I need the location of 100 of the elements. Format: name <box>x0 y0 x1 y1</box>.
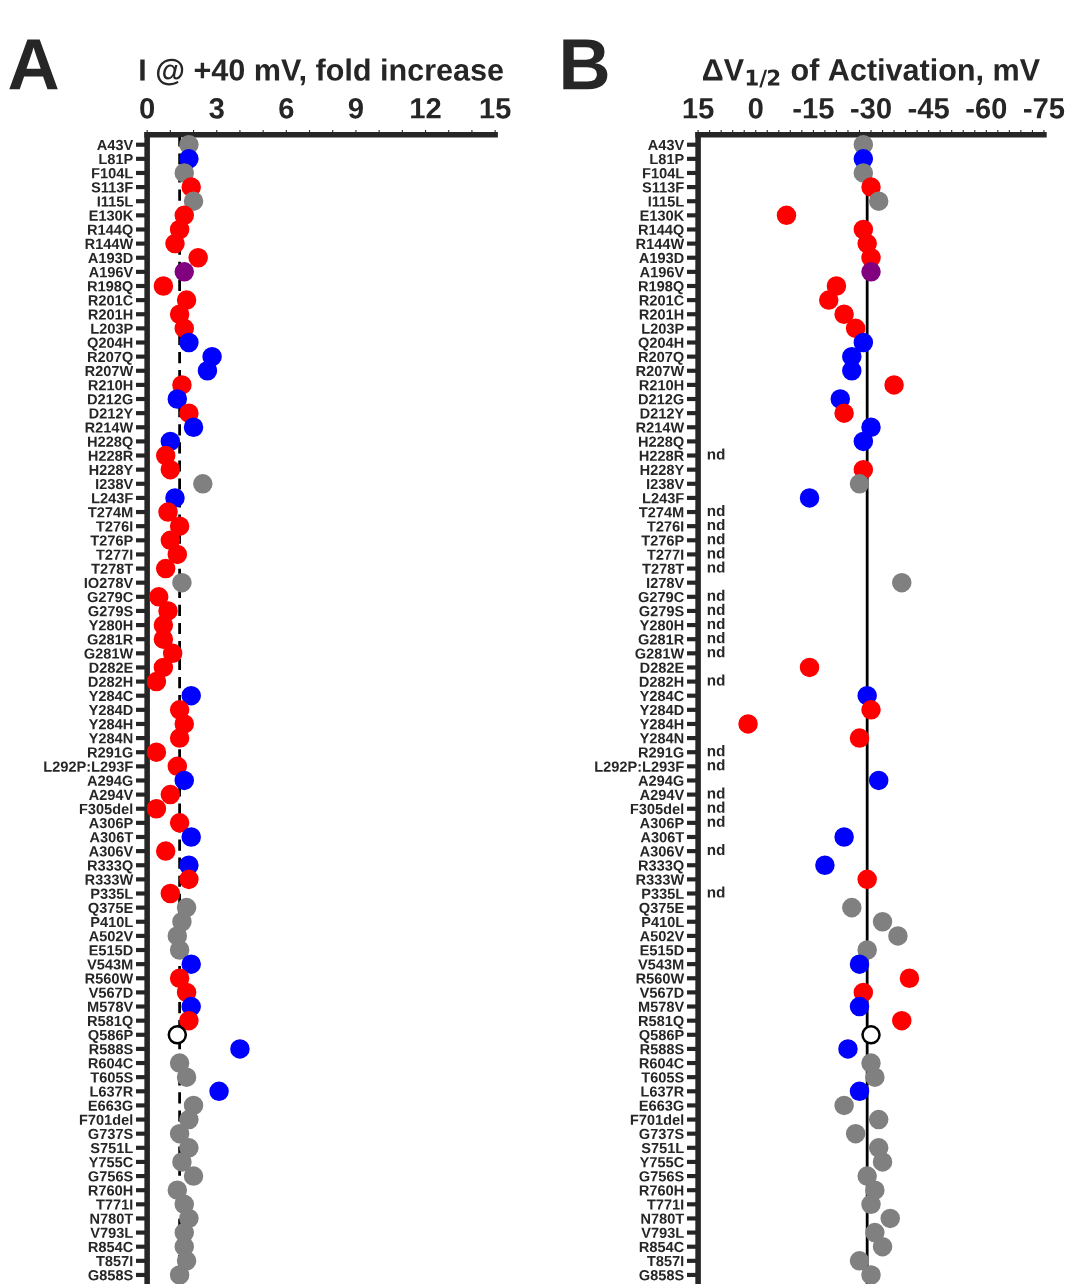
text: nd <box>707 533 725 545</box>
y-tick-label: G279S <box>639 606 684 617</box>
y-tick-label: V793L <box>90 1227 133 1239</box>
y-tick-label: Y284D <box>639 704 684 716</box>
y-tick-label: L292P:L293F <box>595 761 684 772</box>
x-tick-label: -15 <box>793 98 834 119</box>
y-tick-label: A193D <box>88 252 133 264</box>
x-tick-label: 15 <box>683 98 714 119</box>
y-tick-label: R854C <box>88 1241 133 1253</box>
y-tick-label: G281R <box>638 634 684 645</box>
y-tick-label: G281R <box>87 634 133 645</box>
y-tick-label: L81P <box>650 153 684 165</box>
y-tick-label: D282E <box>640 662 684 673</box>
y-tick-label: H228Y <box>89 464 134 476</box>
y-tick-label: T274M <box>88 507 133 518</box>
y-tick-label: R144W <box>85 238 134 249</box>
y-tick-label: A306V <box>89 846 134 857</box>
y-tick-label: R588S <box>640 1044 684 1055</box>
x-tick-label: 12 <box>411 97 441 119</box>
y-tick-label: E130K <box>89 210 134 221</box>
y-tick-label: V543M <box>638 959 684 970</box>
y-tick-label: A294G <box>87 775 133 786</box>
y-tick-label: A43V <box>648 139 685 151</box>
y-tick-label: G737S <box>639 1128 684 1140</box>
y-tick-label: E515D <box>640 945 684 956</box>
y-tick-label: R760H <box>88 1185 133 1196</box>
x-tick-label: -75 <box>1023 98 1065 119</box>
y-tick-label: T605S <box>641 1072 684 1083</box>
y-tick-label: G737S <box>88 1128 133 1140</box>
y-tick-label: D212Y <box>640 408 684 419</box>
y-tick-label: R333W <box>636 874 685 885</box>
y-tick-label: N780T <box>641 1213 685 1224</box>
y-tick-label: R207Q <box>88 351 133 365</box>
y-tick-label: H228Y <box>640 464 684 476</box>
y-tick-label: Q586P <box>88 1029 133 1043</box>
y-tick-label: A502V <box>89 930 134 942</box>
x-tick-label: -45 <box>908 98 949 119</box>
y-tick-label: T771I <box>647 1199 684 1210</box>
y-tick-label: T857I <box>96 1255 133 1267</box>
y-tick-label: H228Q <box>88 436 133 450</box>
y-tick-label: R291G <box>88 747 133 758</box>
text: nd <box>707 787 725 799</box>
y-tick-label: T276I <box>96 521 133 532</box>
y-tick-label: P410L <box>91 916 133 928</box>
y-tick-label: G281W <box>84 648 134 659</box>
y-tick-label: R201C <box>88 295 133 306</box>
x-tick-label: 9 <box>348 97 363 119</box>
y-tick-label: Q375E <box>639 902 684 916</box>
y-tick-label: S113F <box>642 182 684 193</box>
y-tick-label: R144Q <box>638 224 684 238</box>
y-tick-label: G858S <box>639 1270 684 1281</box>
y-tick-label: Y284N <box>639 733 684 744</box>
y-tick-label: L203P <box>642 323 684 334</box>
text: nd <box>707 504 725 517</box>
y-tick-label: P335L <box>642 888 684 899</box>
y-tick-label: Q586P <box>639 1029 684 1043</box>
y-tick-label: F104L <box>643 168 684 179</box>
y-tick-label: A43V <box>97 139 134 151</box>
y-tick-label: R210H <box>639 379 684 391</box>
y-tick-label: M578V <box>638 1001 685 1012</box>
text: nd <box>707 886 725 898</box>
text: nd <box>707 646 725 658</box>
text: nd <box>707 801 725 813</box>
y-tick-label: Q204H <box>638 337 684 351</box>
y-tick-label: L203P <box>91 323 133 334</box>
x-tick-label: 3 <box>209 97 224 119</box>
y-tick-label: R604C <box>639 1058 684 1069</box>
text: A <box>9 39 58 90</box>
text: nd <box>707 448 725 460</box>
y-tick-label: G279C <box>638 591 684 603</box>
y-tick-label: T278T <box>91 563 134 574</box>
y-tick-label: D282H <box>639 676 684 688</box>
y-tick-label: S751L <box>641 1142 684 1154</box>
y-tick-label: S113F <box>91 182 133 193</box>
text: B <box>563 39 608 90</box>
y-tick-label: L243F <box>643 493 684 504</box>
y-tick-label: T276I <box>647 521 684 532</box>
y-tick-label: T771I <box>96 1199 133 1210</box>
y-tick-label: Y284H <box>639 719 684 730</box>
y-tick-label: R581Q <box>88 1015 133 1029</box>
text: nd <box>707 759 725 771</box>
x-axis-title: ΔV$_{1/2}$ of Activation, mV <box>702 58 1040 88</box>
text: nd <box>707 632 725 644</box>
y-tick-label: D212G <box>638 394 684 405</box>
y-tick-label: E663G <box>88 1100 133 1111</box>
text: nd <box>707 843 725 856</box>
y-tick-label: R201C <box>639 295 684 306</box>
y-tick-label: T274M <box>638 507 684 518</box>
y-tick-label: R210H <box>88 379 133 391</box>
x-tick-label: 0 <box>140 97 155 119</box>
y-tick-label: T278T <box>642 563 685 574</box>
text: nd <box>707 745 725 757</box>
y-tick-label: A306V <box>639 846 685 857</box>
y-tick-label: L637R <box>90 1086 133 1097</box>
y-tick-label: R214W <box>85 422 134 433</box>
x-tick-label: 0 <box>748 97 763 119</box>
y-tick-label: E663G <box>639 1100 684 1111</box>
y-tick-label: G858S <box>88 1270 133 1281</box>
y-tick-label: A306P <box>89 817 133 829</box>
y-tick-label: V567D <box>88 987 133 998</box>
